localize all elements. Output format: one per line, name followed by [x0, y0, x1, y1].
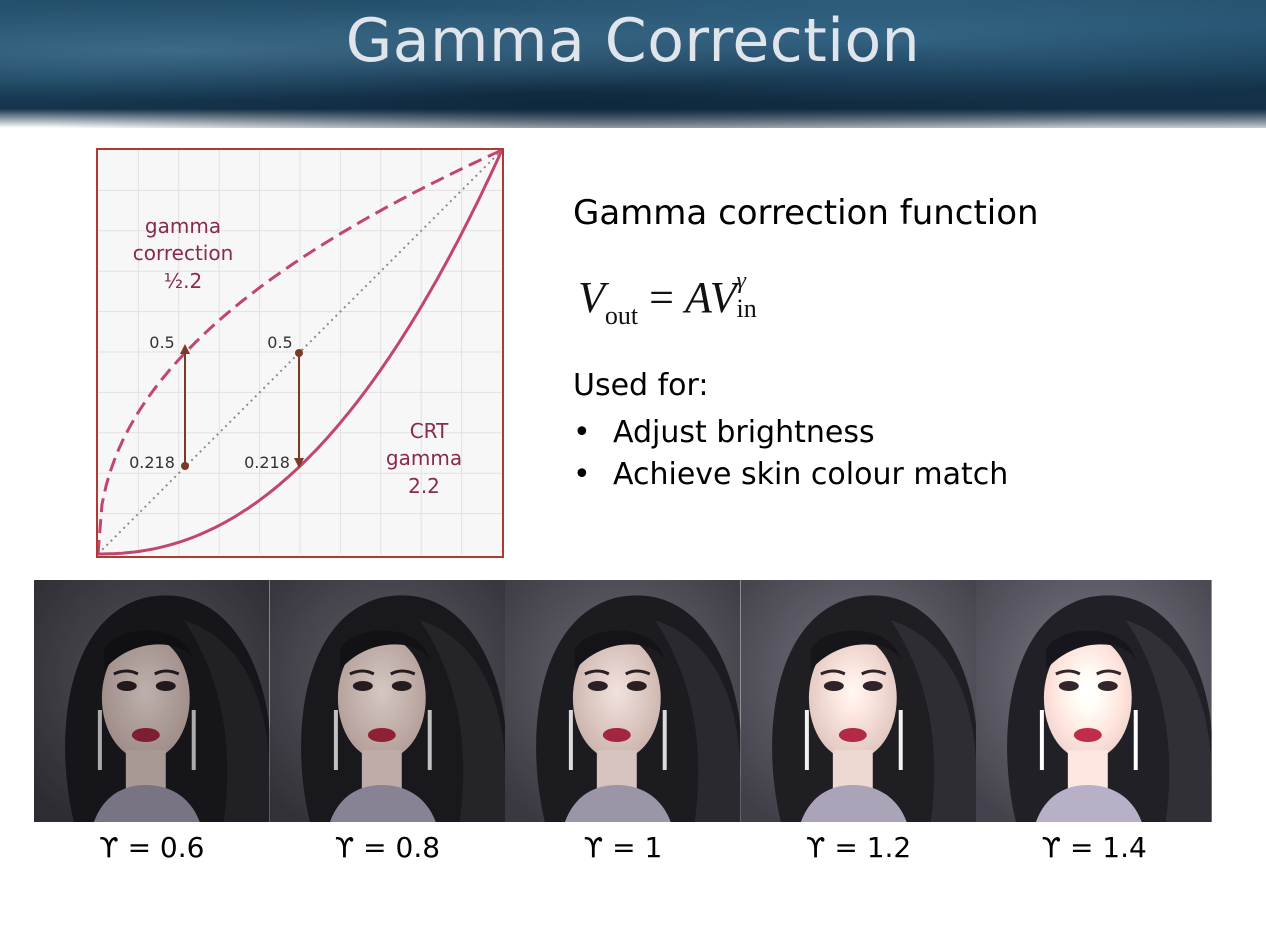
formula-out: out	[604, 301, 639, 330]
gamma-photo-strip	[34, 580, 1212, 822]
slide-title: Gamma Correction	[345, 6, 921, 76]
bullet-text: Adjust brightness	[613, 415, 875, 450]
gamma-label: ϒ = 0.8	[334, 831, 441, 864]
crt-arrow-head	[294, 458, 304, 468]
correction-label-line2: correction	[133, 241, 234, 265]
correction-label-line3: ½.2	[164, 269, 202, 293]
portrait-image	[740, 580, 977, 822]
gamma-label: ϒ = 1	[583, 831, 663, 864]
crt-label-line3: 2.2	[408, 474, 440, 498]
right-top-value: 0.5	[267, 333, 292, 352]
formula-in: in	[736, 294, 757, 323]
portrait-illustration	[740, 580, 977, 822]
formula-gamma: γ	[736, 268, 746, 294]
correction-label-line1: gamma	[145, 214, 221, 238]
list-item: • Achieve skin colour match	[573, 454, 1008, 496]
used-for-label: Used for:	[573, 368, 709, 403]
gamma-label-row: ϒ = 0.6 ϒ = 0.8 ϒ = 1 ϒ = 1.2 ϒ = 1.4	[34, 826, 1212, 870]
usage-list: • Adjust brightness • Achieve skin colour …	[573, 412, 1008, 496]
crt-gamma-curve	[98, 149, 504, 556]
list-item: • Adjust brightness	[573, 412, 1008, 454]
formula-v: V	[578, 273, 605, 322]
formula-av: AV	[684, 273, 737, 322]
function-heading: Gamma correction function	[573, 193, 1039, 233]
portrait-image	[505, 580, 741, 822]
crt-label-line2: gamma	[386, 446, 462, 470]
gamma-correction-curve	[96, 148, 503, 555]
crt-arrow-dot	[295, 349, 303, 357]
right-bottom-value: 0.218	[244, 453, 290, 472]
title-banner: Gamma Correction	[0, 0, 1266, 128]
gamma-formula: Vout = AV γ in	[578, 268, 767, 330]
formula-equals: =	[649, 273, 674, 322]
correction-arrow-head	[180, 344, 190, 354]
portrait-image	[34, 580, 270, 822]
portrait-image	[269, 580, 506, 822]
bullet-icon: •	[573, 415, 591, 450]
diagram-frame	[96, 148, 504, 558]
portrait-illustration	[34, 580, 270, 822]
bullet-text: Achieve skin colour match	[613, 457, 1009, 492]
gamma-curve-diagram: gamma correction ½.2 CRT gamma 2.2 0.5 0…	[96, 148, 504, 558]
correction-arrow-dot	[181, 462, 189, 470]
crt-label-line1: CRT	[410, 419, 449, 443]
left-top-value: 0.5	[149, 333, 174, 352]
bullet-icon: •	[573, 457, 591, 492]
portrait-illustration	[269, 580, 506, 822]
gamma-label: ϒ = 1.4	[1041, 831, 1147, 864]
portrait-image	[976, 580, 1212, 822]
gamma-label: ϒ = 1.2	[805, 831, 912, 864]
portrait-illustration	[505, 580, 741, 822]
gamma-curve-svg: gamma correction ½.2 CRT gamma 2.2 0.5 0…	[96, 148, 504, 558]
left-bottom-value: 0.218	[129, 453, 175, 472]
portrait-illustration	[976, 580, 1212, 822]
gamma-label: ϒ = 0.6	[99, 831, 205, 864]
